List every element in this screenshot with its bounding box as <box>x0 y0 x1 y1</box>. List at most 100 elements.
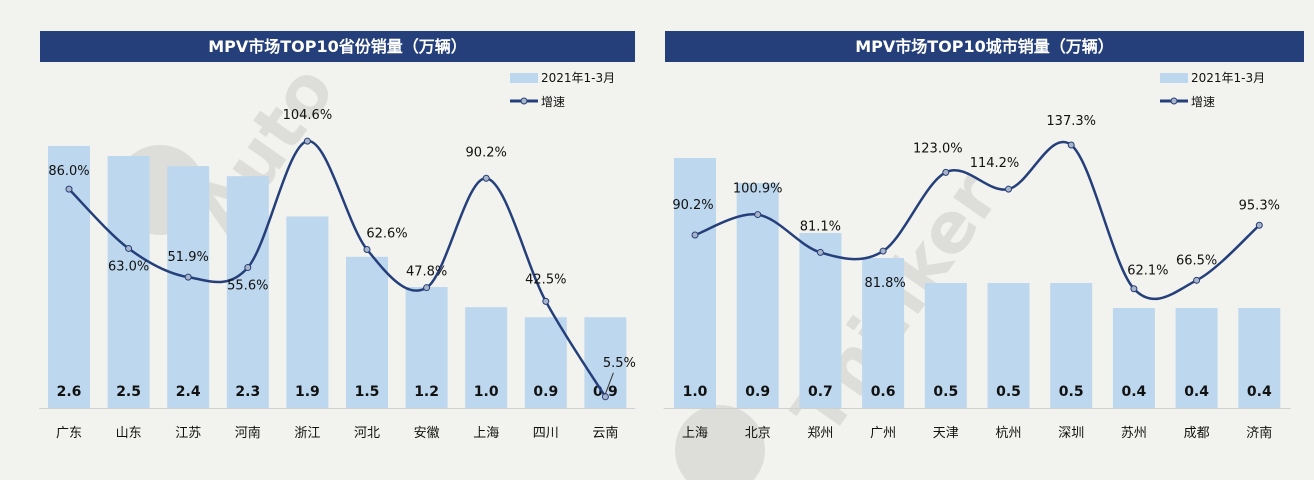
growth-label: 137.3% <box>1046 114 1096 129</box>
bar-value-label: 1.9 <box>295 384 320 400</box>
x-tick-label: 上海 <box>682 426 708 441</box>
growth-label: 47.8% <box>406 265 447 280</box>
legend-bar-label: 2021年1-3月 <box>1191 71 1265 85</box>
x-tick-label: 苏州 <box>1121 425 1147 441</box>
growth-point <box>942 168 950 176</box>
growth-point <box>816 248 824 256</box>
growth-point <box>542 297 550 305</box>
bar-value-label: 0.7 <box>808 384 833 400</box>
growth-label: 63.0% <box>108 259 149 274</box>
bar <box>924 283 967 408</box>
x-tick-label: 杭州 <box>995 426 1021 441</box>
legend-bar-swatch <box>510 73 538 83</box>
bar-value-label: 0.6 <box>871 384 896 400</box>
bar-value-label: 2.6 <box>57 384 82 400</box>
x-tick-label: 河北 <box>354 426 380 441</box>
bar <box>674 158 716 408</box>
growth-point <box>244 264 252 272</box>
x-tick-label: 郑州 <box>807 426 833 441</box>
bar <box>1112 308 1155 408</box>
growth-label: 66.5% <box>1176 253 1217 268</box>
growth-label: 90.2% <box>466 145 507 160</box>
x-tick-label: 成都 <box>1184 426 1210 441</box>
bar-value-label: 0.5 <box>1059 384 1084 400</box>
growth-point <box>65 185 73 193</box>
growth-label: 86.0% <box>48 164 89 179</box>
title-bar <box>665 31 1304 62</box>
bar-value-label: 1.5 <box>355 384 380 400</box>
legend-bar-label: 2021年1-3月 <box>541 71 615 85</box>
growth-label: 42.5% <box>525 272 566 287</box>
x-tick-label: 河南 <box>235 425 261 441</box>
growth-label: 90.2% <box>672 198 713 213</box>
legend-line-marker <box>520 97 528 105</box>
legend-bar-swatch <box>1160 73 1188 83</box>
growth-label: 114.2% <box>970 156 1020 171</box>
bar <box>48 145 90 409</box>
bar <box>987 283 1030 408</box>
growth-line <box>694 140 1261 301</box>
bar-value-label: 0.4 <box>1184 384 1209 400</box>
bar <box>346 256 388 408</box>
bar-value-label: 2.5 <box>116 384 141 400</box>
bar-value-label: 1.0 <box>474 384 499 400</box>
growth-label: 100.9% <box>733 182 783 197</box>
x-tick-label: 上海 <box>473 426 499 441</box>
growth-point <box>1193 276 1201 284</box>
growth-point <box>691 231 699 239</box>
x-tick-label: 山东 <box>116 426 142 441</box>
growth-point <box>363 245 371 253</box>
x-tick-label: 深圳 <box>1058 426 1084 441</box>
bar <box>286 216 329 408</box>
legend-line-label: 增速 <box>1191 95 1215 109</box>
bar-value-label: 0.9 <box>745 384 770 400</box>
label-leader-line <box>604 372 614 394</box>
growth-point <box>184 273 192 281</box>
bar-value-label: 1.2 <box>414 384 439 400</box>
bar-value-label: 0.4 <box>1247 384 1272 400</box>
growth-label: 51.9% <box>168 250 209 265</box>
growth-point <box>1067 141 1075 149</box>
bar-value-label: 0.9 <box>533 384 558 400</box>
legend-line-label: 增速 <box>541 95 565 109</box>
bar <box>405 287 448 408</box>
growth-label: 95.3% <box>1239 198 1280 213</box>
bar <box>1238 308 1281 408</box>
bar-value-label: 2.4 <box>176 384 201 400</box>
watermark-logo-icon <box>675 405 765 480</box>
title-bar <box>40 31 635 62</box>
x-tick-label: 云南 <box>592 425 618 441</box>
bar-value-label: 0.4 <box>1121 384 1146 400</box>
growth-point <box>1130 285 1138 293</box>
x-tick-label: 广州 <box>870 426 896 441</box>
bar <box>1050 283 1093 408</box>
bar <box>465 307 508 408</box>
x-tick-label: 北京 <box>745 426 771 441</box>
growth-point <box>303 137 311 145</box>
growth-label: 62.1% <box>1127 264 1168 279</box>
growth-label: 55.6% <box>227 279 268 294</box>
bar <box>107 156 150 408</box>
growth-line <box>68 139 607 398</box>
bar-value-label: 0.5 <box>996 384 1021 400</box>
growth-point <box>601 393 609 401</box>
growth-point <box>754 211 762 219</box>
growth-label: 81.8% <box>864 276 905 291</box>
chart-title: MPV市场TOP10城市销量（万辆） <box>855 37 1114 56</box>
growth-label: 104.6% <box>283 108 333 123</box>
bar <box>862 258 905 408</box>
bar <box>167 166 210 408</box>
x-tick-label: 四川 <box>533 426 559 441</box>
x-tick-label: 浙江 <box>294 426 320 441</box>
legend-line-marker <box>1170 97 1178 105</box>
growth-point <box>125 244 133 252</box>
bar-value-label: 1.0 <box>683 384 708 400</box>
bar <box>524 317 567 408</box>
bar <box>799 233 842 408</box>
bar-value-label: 0.5 <box>933 384 958 400</box>
growth-label: 81.1% <box>800 219 841 234</box>
x-tick-label: 安徽 <box>414 426 440 441</box>
x-tick-label: 济南 <box>1246 425 1272 441</box>
